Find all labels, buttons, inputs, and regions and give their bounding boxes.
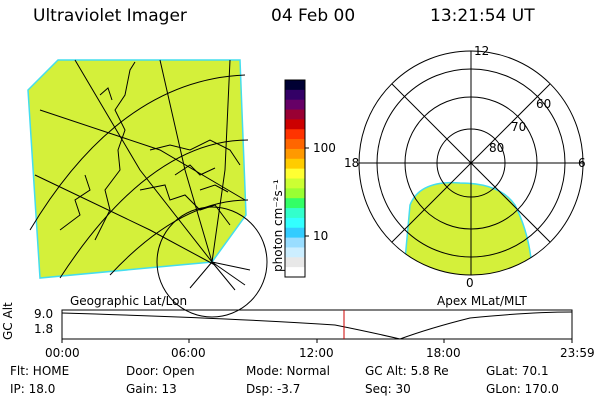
- status-gcalt: GC Alt: 5.8 Re: [365, 364, 449, 378]
- colorbar-swatch: [285, 139, 305, 150]
- status-glat: GLat: 70.1: [486, 364, 549, 378]
- colorbar-swatch: [285, 168, 305, 179]
- timeline-xtick-2359: 23:59: [560, 346, 595, 360]
- colorbar-swatch: [285, 217, 305, 229]
- colorbar-swatch: [285, 208, 305, 219]
- geographic-caption: Geographic Lat/Lon: [70, 294, 188, 308]
- colorbar-swatch: [285, 237, 305, 248]
- colorbar-swatch: [285, 247, 305, 258]
- colorbar-swatch: [285, 188, 305, 199]
- geographic-image: [27, 59, 268, 318]
- mlat-label-80: 80: [489, 141, 505, 155]
- colorbar-swatch: [285, 80, 305, 91]
- timeline-ylabel: GC Alt: [1, 302, 15, 340]
- timeline-xtick-0600: 06:00: [171, 346, 206, 360]
- timeline-xtick-0000: 00:00: [45, 346, 80, 360]
- colorbar-swatch: [285, 178, 305, 189]
- mlt-label-12: 12: [474, 44, 490, 58]
- status-mode: Mode: Normal: [246, 364, 330, 378]
- timeline-xtick-1800: 18:00: [426, 346, 461, 360]
- mlt-label-0: 0: [466, 276, 474, 290]
- mlat-label-70: 70: [511, 120, 527, 134]
- colorbar-swatch: [285, 129, 305, 140]
- colorbar-unit-label: photon cm⁻²s⁻¹: [271, 179, 285, 272]
- altitude-curve: [61, 311, 573, 340]
- colorbar-tick-10: 10: [313, 229, 329, 243]
- status-dsp: Dsp: -3.7: [246, 382, 301, 396]
- timeline-ytick-9: 9.0: [34, 307, 54, 321]
- timeline-plot: [61, 309, 573, 343]
- colorbar-swatch: [285, 267, 305, 278]
- date-label: 04 Feb 00: [271, 6, 356, 26]
- mlt-label-6: 6: [578, 156, 586, 170]
- timeline-ytick-1.8: 1.8: [34, 322, 54, 336]
- colorbar-swatch: [285, 198, 305, 209]
- instrument-title: Ultraviolet Imager: [33, 6, 187, 26]
- coastlines: [59, 61, 241, 241]
- status-ip: IP: 18.0: [10, 382, 56, 396]
- colorbar-swatch: [285, 89, 305, 101]
- status-glon: GLon: 170.0: [486, 382, 559, 396]
- colorbar: [285, 80, 305, 278]
- status-gain: Gain: 13: [126, 382, 177, 396]
- time-label: 13:21:54 UT: [430, 6, 535, 26]
- status-flt: Flt: HOME: [10, 364, 70, 378]
- polar-grid: [358, 50, 584, 276]
- colorbar-swatch: [285, 119, 305, 130]
- status-seq: Seq: 30: [365, 382, 411, 396]
- lat-lon-grid: [29, 59, 268, 318]
- colorbar-swatch: [285, 158, 305, 170]
- timeline-xtick-1200: 12:00: [299, 346, 334, 360]
- colorbar-swatch: [285, 257, 305, 268]
- colorbar-swatch: [285, 227, 305, 239]
- polar-panel: [358, 50, 584, 276]
- colorbar-swatch: [285, 148, 305, 160]
- aurora-region-polar: [404, 181, 533, 275]
- colorbar-swatch: [285, 109, 305, 120]
- colorbar-tick-100: 100: [313, 141, 336, 155]
- mlat-label-60: 60: [536, 97, 552, 111]
- colorbar-swatch: [285, 99, 305, 111]
- apex-caption: Apex MLat/MLT: [437, 294, 527, 308]
- status-door: Door: Open: [126, 364, 195, 378]
- mlt-label-18: 18: [344, 156, 360, 170]
